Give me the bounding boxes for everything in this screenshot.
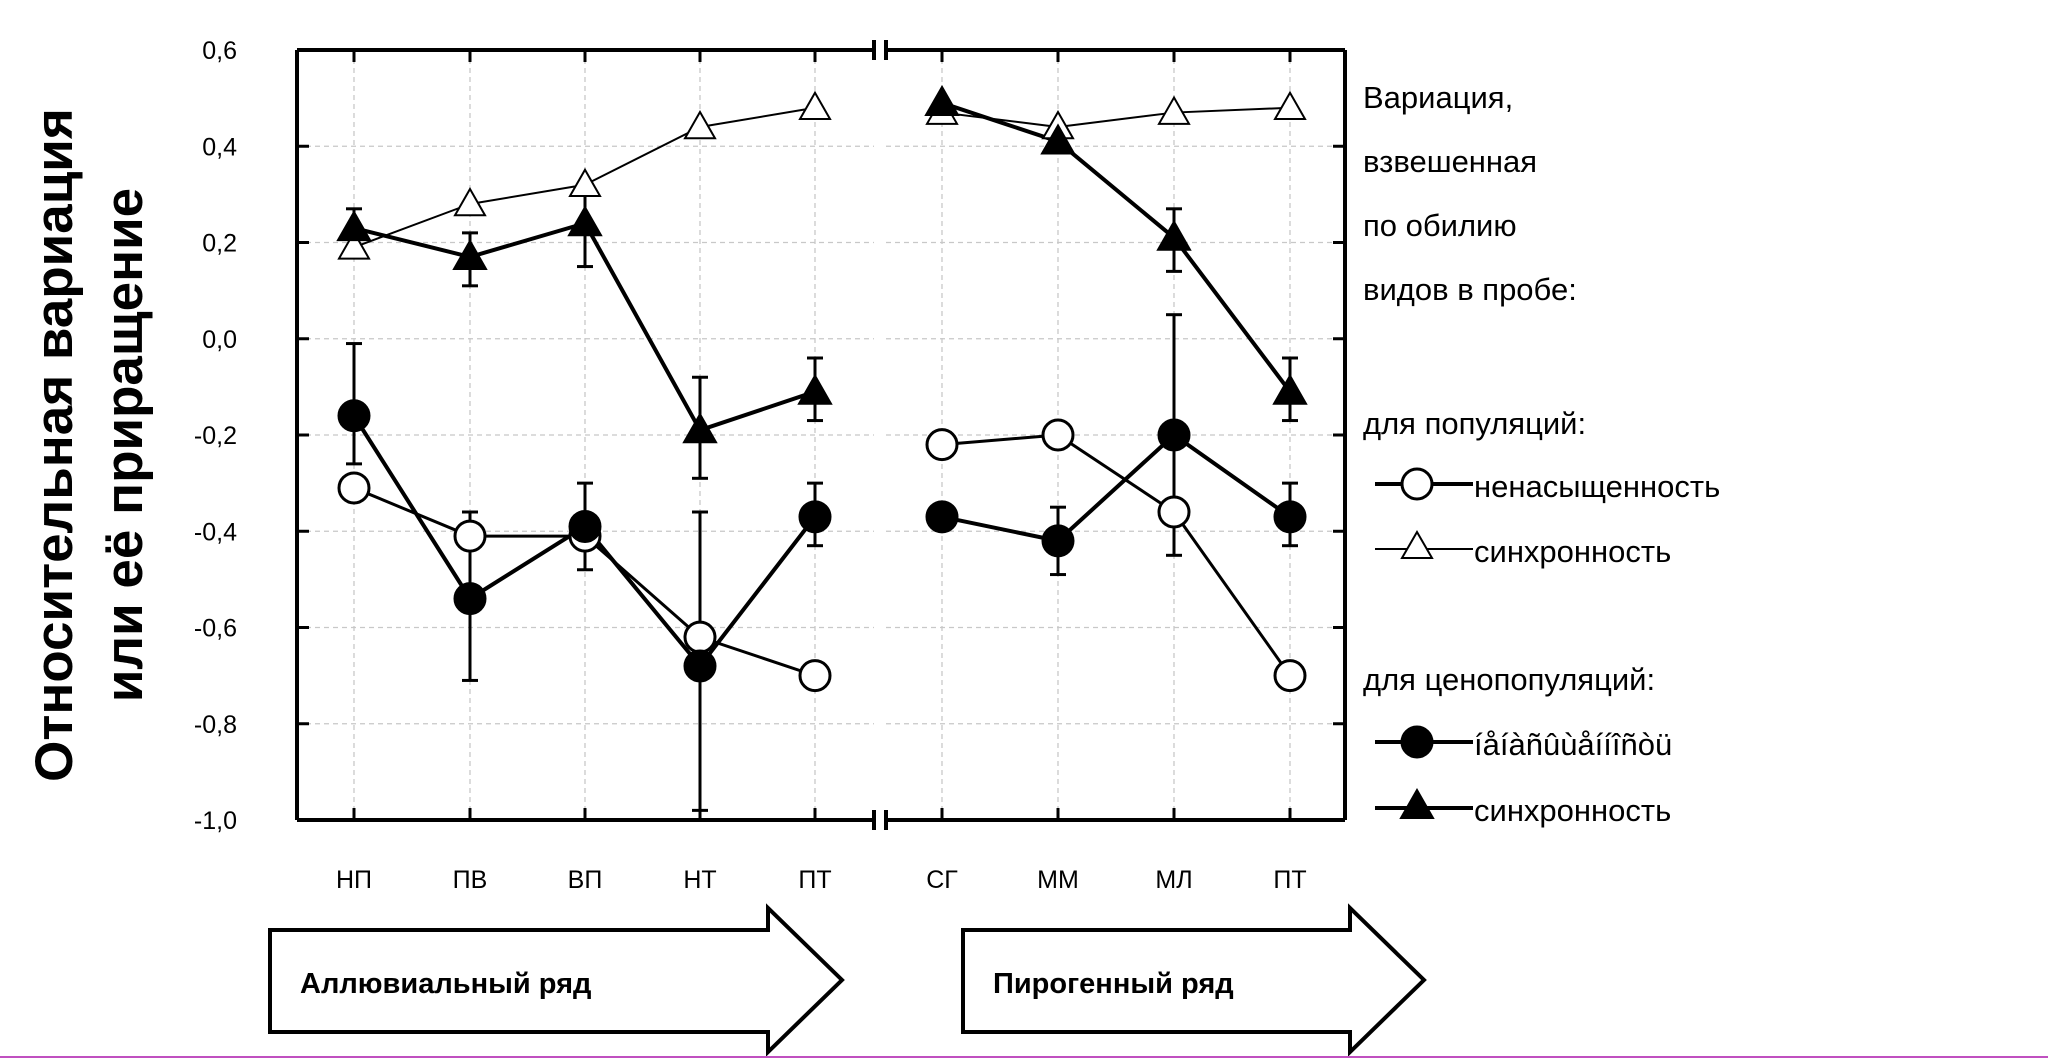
data-point-triangle-open bbox=[683, 109, 717, 140]
x-tick-label: НП bbox=[336, 866, 372, 894]
x-tick-label: МЛ bbox=[1155, 866, 1192, 894]
data-point-circle-filled bbox=[925, 500, 959, 534]
y-tick-label: 0,0 bbox=[202, 326, 237, 354]
x-tick-label: ПТ bbox=[1273, 866, 1306, 894]
pyrogenic-arrow-shape bbox=[961, 903, 1427, 1057]
legend-marker-open-triangle bbox=[1400, 529, 1434, 559]
series-line-circle-filled bbox=[941, 433, 1292, 543]
data-point-circle-open bbox=[337, 471, 371, 505]
legend-label-unsaturation-pop: ненасыщенность bbox=[1474, 469, 1720, 504]
data-point-circle-open bbox=[1157, 495, 1191, 529]
y-tick-label: -0,8 bbox=[194, 711, 237, 739]
legend-label-synchrony-coeno: синхронность bbox=[1474, 793, 1671, 828]
data-point-circle-filled bbox=[1157, 418, 1191, 452]
pyrogenic-arrow: Пирогенный ряд bbox=[961, 903, 1427, 1057]
data-point-triangle-open bbox=[337, 230, 371, 260]
legend-heading-line3: по обилию bbox=[1363, 208, 1517, 243]
data-point-triangle-filled bbox=[336, 210, 372, 242]
legend-group-coenopopulations: для ценопопуляций: bbox=[1363, 662, 1655, 697]
x-tick-label: СГ bbox=[926, 866, 958, 894]
series-line-triangle-open bbox=[941, 106, 1291, 128]
pyrogenic-arrow-label: Пирогенный ряд bbox=[993, 968, 1234, 1000]
data-point-circle-open bbox=[1273, 659, 1307, 693]
y-tick-label: -0,2 bbox=[194, 422, 237, 450]
legend-heading-line4: видов в пробе: bbox=[1363, 272, 1577, 307]
legend-label-synchrony-pop: синхронность bbox=[1474, 534, 1671, 569]
data-point-triangle-filled bbox=[1040, 123, 1076, 155]
data-point-triangle-filled bbox=[567, 205, 603, 237]
data-point-circle-filled bbox=[683, 649, 717, 683]
data-point-circle-filled bbox=[1273, 500, 1307, 534]
data-point-triangle-open bbox=[453, 186, 487, 217]
legend: Вариация, взвешенная по обилию видов в п… bbox=[1363, 80, 1720, 828]
data-point-circle-filled bbox=[568, 509, 602, 543]
legend-group-populations: для популяций: bbox=[1363, 406, 1586, 441]
y-axis-title: Относительная вариация или её приращение bbox=[25, 108, 154, 782]
x-tick-label: НТ bbox=[683, 866, 716, 894]
x-tick-label: ВП bbox=[568, 866, 603, 894]
data-point-triangle-filled bbox=[1156, 219, 1192, 251]
data-point-circle-open bbox=[798, 659, 832, 693]
data-point-triangle-filled bbox=[924, 84, 960, 116]
x-tick-label: ПТ bbox=[798, 866, 831, 894]
data-point-circle-open bbox=[1041, 418, 1075, 452]
alluvial-arrow-label: Аллювиальный ряд bbox=[300, 968, 591, 1000]
alluvial-arrow-shape bbox=[268, 903, 845, 1057]
data-point-triangle-filled bbox=[1272, 373, 1308, 405]
axis-ticks: 0,6 0,4 0,2 0,0 -0,2 -0,4 -0,6 -0,8 -1,0 НП ПВ ВП НТ… bbox=[194, 37, 1345, 894]
data-point-triangle-open bbox=[798, 90, 832, 120]
series-line-triangle-filled bbox=[941, 101, 1292, 393]
data-point-triangle-open bbox=[1157, 95, 1191, 125]
y-axis-title-line1: Относительная вариация bbox=[25, 108, 84, 782]
data-point-triangle-filled bbox=[682, 412, 718, 444]
data-point-triangle-open bbox=[1273, 90, 1307, 120]
data-point-circle-filled bbox=[1041, 524, 1075, 558]
y-axis-title-line2: или её приращение bbox=[95, 188, 154, 702]
data-point-triangle-filled bbox=[797, 373, 833, 405]
data-point-circle-open bbox=[925, 428, 959, 462]
x-tick-label: ПВ bbox=[453, 866, 488, 894]
data-point-circle-open bbox=[453, 519, 487, 553]
series-line-circle-open bbox=[941, 433, 1292, 677]
legend-heading-line1: Вариация, bbox=[1363, 80, 1513, 115]
data-point-circle-filled bbox=[453, 582, 487, 616]
data-point-circle-filled bbox=[798, 500, 832, 534]
data-point-triangle-filled bbox=[452, 238, 488, 270]
y-tick-label: 0,4 bbox=[202, 133, 237, 161]
data-point-triangle-open bbox=[568, 167, 602, 197]
legend-marker-open-circle bbox=[1400, 467, 1434, 501]
legend-heading-line2: взвешенная bbox=[1363, 144, 1537, 179]
data-point-circle-filled bbox=[337, 399, 371, 433]
data-point-circle-open bbox=[683, 620, 717, 654]
alluvial-arrow: Аллювиальный ряд bbox=[268, 903, 845, 1057]
legend-marker-filled-triangle bbox=[1399, 787, 1435, 819]
y-tick-label: -0,4 bbox=[194, 518, 237, 546]
legend-label-unsaturation-coeno: íåíàñûùåííîñòü bbox=[1474, 727, 1672, 762]
data-series bbox=[336, 84, 1308, 812]
y-tick-label: 0,2 bbox=[202, 230, 237, 258]
y-tick-label: -1,0 bbox=[194, 807, 237, 835]
legend-marker-filled-circle bbox=[1400, 725, 1434, 759]
y-tick-label: -0,6 bbox=[194, 615, 237, 643]
x-tick-label: ММ bbox=[1037, 866, 1079, 894]
y-tick-label: 0,6 bbox=[202, 37, 237, 65]
